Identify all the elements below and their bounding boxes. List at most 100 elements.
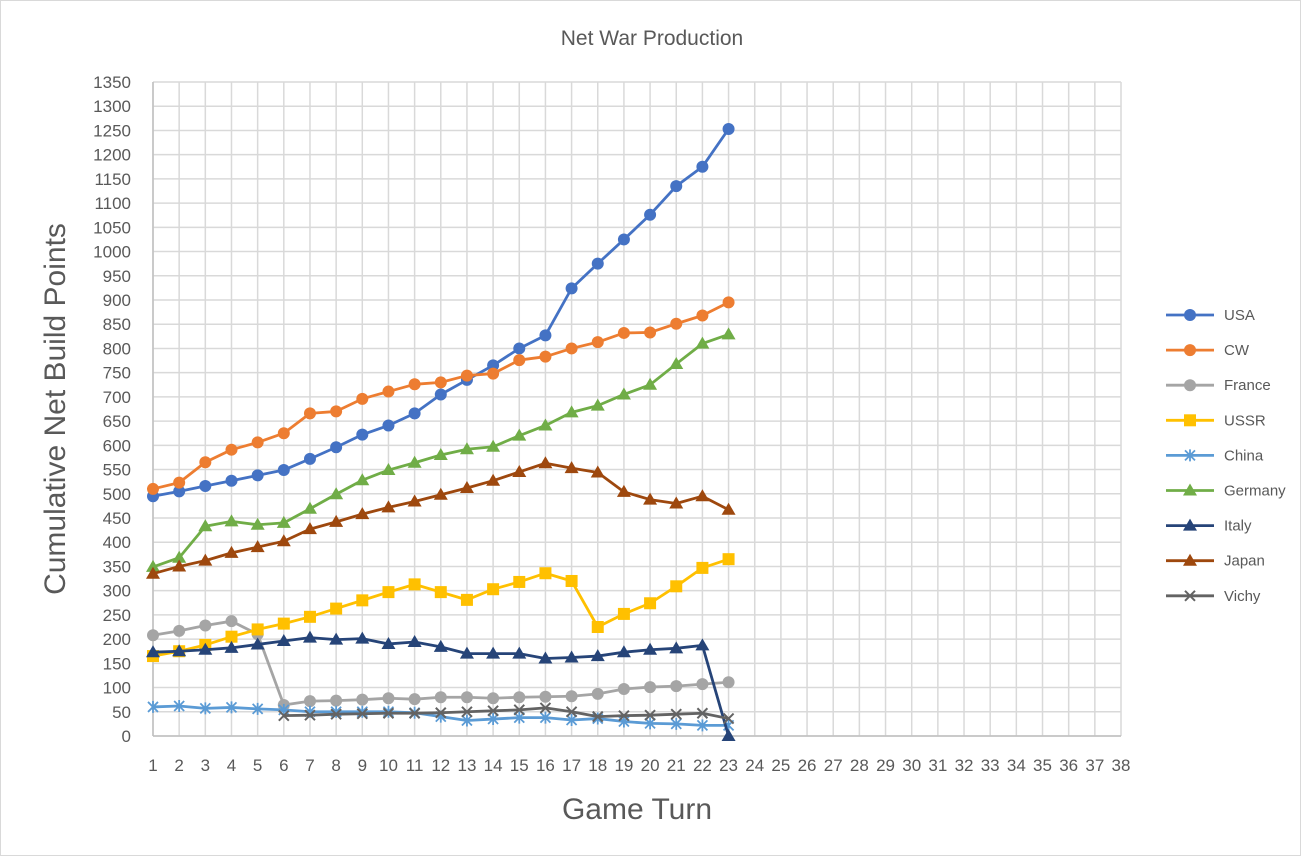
data-point-usa: [644, 208, 657, 221]
data-point-italy: [302, 630, 317, 643]
data-point-usa: [303, 452, 316, 465]
data-point-cw: [487, 367, 500, 380]
data-point-japan: [250, 540, 265, 553]
data-point-japan: [643, 492, 658, 505]
data-point-ussr: [303, 610, 316, 623]
data-point-germany: [355, 473, 370, 486]
data-point-germany: [198, 519, 213, 532]
data-point-france: [199, 619, 212, 632]
data-point-germany: [616, 387, 631, 400]
data-point-usa: [513, 342, 526, 355]
data-point-ussr: [591, 621, 604, 633]
y-tick-label: 700: [103, 388, 131, 407]
data-point-cw: [722, 296, 735, 309]
data-point-japan: [146, 566, 160, 579]
data-point-germany: [329, 487, 344, 500]
x-tick-label: 20: [641, 756, 660, 775]
data-point-ussr: [565, 574, 578, 587]
data-point-ussr: [644, 597, 657, 610]
x-tick-label: 7: [305, 756, 314, 775]
data-point-germany: [564, 405, 579, 418]
legend-label-usa: USA: [1224, 307, 1255, 324]
y-tick-label: 0: [122, 727, 131, 746]
data-point-china: [644, 717, 656, 730]
data-point-japan: [276, 534, 291, 547]
data-point-germany: [590, 398, 605, 411]
data-point-japan: [512, 464, 527, 477]
x-tick-label: 3: [201, 756, 210, 775]
data-point-cw: [356, 392, 369, 405]
data-point-vichy: [670, 708, 682, 720]
legend-marker-germany: [1183, 483, 1197, 496]
legend-marker-italy: [1183, 518, 1197, 531]
y-tick-label: 1200: [93, 146, 131, 165]
data-point-usa: [199, 480, 212, 493]
y-tick-label: 1350: [93, 73, 131, 92]
data-point-germany: [224, 514, 239, 527]
y-tick-label: 1000: [93, 243, 131, 262]
data-point-italy: [643, 642, 658, 655]
data-point-usa: [277, 464, 290, 477]
data-point-cw: [539, 350, 552, 363]
data-point-france: [487, 692, 500, 705]
y-tick-label: 1250: [93, 121, 131, 140]
data-point-italy: [459, 646, 474, 659]
data-point-ussr: [408, 578, 421, 591]
x-tick-label: 16: [536, 756, 555, 775]
x-tick-label: 32: [955, 756, 974, 775]
x-tick-label: 8: [331, 756, 340, 775]
y-tick-label: 650: [103, 412, 131, 431]
data-point-italy: [381, 636, 396, 649]
x-tick-label: 13: [457, 756, 476, 775]
y-tick-label: 200: [103, 630, 131, 649]
legend-marker-usa: [1184, 309, 1196, 321]
data-point-italy: [486, 646, 501, 659]
x-tick-label: 12: [431, 756, 450, 775]
y-tick-label: 550: [103, 461, 131, 480]
y-tick-label: 850: [103, 315, 131, 334]
data-point-ussr: [330, 602, 343, 615]
data-point-vichy: [304, 709, 316, 721]
legend-label-japan: Japan: [1224, 553, 1265, 570]
data-point-ussr: [513, 575, 526, 588]
data-point-usa: [330, 441, 343, 454]
series-line-vichy: [283, 706, 729, 720]
data-point-china: [565, 714, 578, 727]
data-point-japan: [198, 553, 213, 566]
data-point-cw: [330, 405, 343, 418]
data-point-france: [330, 694, 343, 707]
data-point-vichy: [356, 708, 369, 720]
data-point-cw: [199, 456, 212, 469]
data-point-china: [173, 699, 185, 712]
data-point-vichy: [539, 702, 552, 714]
data-point-ussr: [487, 583, 500, 596]
data-point-ussr: [434, 586, 447, 599]
legend-label-vichy: Vichy: [1224, 588, 1261, 605]
data-point-italy: [355, 631, 370, 644]
x-tick-label: 26: [798, 756, 817, 775]
data-point-japan: [224, 545, 239, 558]
data-point-china: [252, 702, 264, 715]
data-point-usa: [251, 469, 264, 482]
data-point-cw: [408, 378, 421, 391]
legend-marker-cw: [1184, 344, 1196, 357]
data-point-japan: [355, 507, 370, 520]
data-point-italy: [198, 642, 213, 655]
data-point-italy: [407, 635, 422, 648]
data-point-france: [408, 693, 421, 706]
data-point-italy: [538, 651, 553, 664]
x-tick-label: 36: [1059, 756, 1078, 775]
data-point-usa: [408, 407, 421, 420]
data-point-japan: [486, 473, 501, 486]
data-point-france: [565, 690, 578, 703]
data-point-ussr: [539, 567, 552, 580]
data-point-italy: [590, 649, 605, 662]
x-tick-label: 30: [902, 756, 921, 775]
data-point-china: [539, 711, 552, 724]
x-tick-label: 33: [981, 756, 1000, 775]
data-point-cw: [277, 427, 290, 440]
x-axis-title: Game Turn: [562, 793, 712, 826]
data-point-france: [225, 615, 238, 628]
data-point-china: [696, 719, 709, 732]
y-axis-title: Cumulative Net Build Points: [39, 223, 72, 595]
